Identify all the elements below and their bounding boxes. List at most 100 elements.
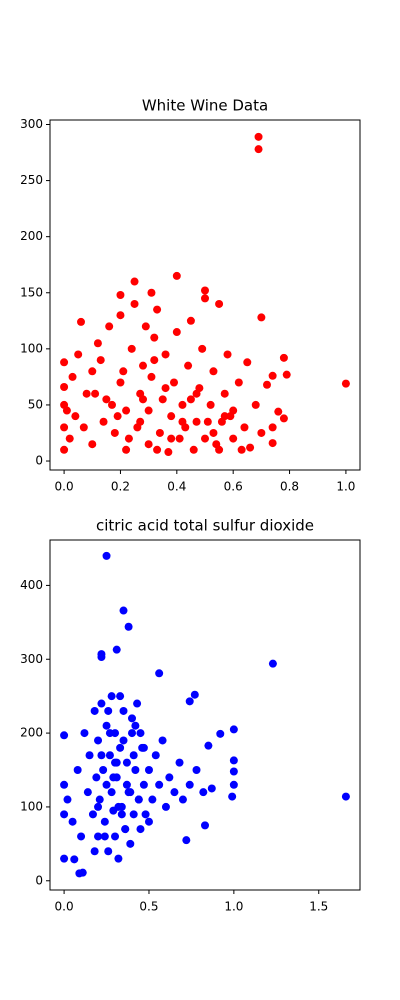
point xyxy=(124,434,133,443)
y-tick-label: 300 xyxy=(20,117,43,131)
x-tick-label: 0.0 xyxy=(55,480,74,494)
plot-frame xyxy=(49,119,361,471)
point xyxy=(99,417,108,426)
point xyxy=(178,400,187,409)
point xyxy=(102,780,111,789)
chart-title: White Wine Data xyxy=(142,97,268,115)
point xyxy=(127,344,136,353)
point xyxy=(172,328,181,337)
y-tick-label: 250 xyxy=(20,173,43,187)
point xyxy=(155,669,164,678)
point xyxy=(223,350,232,359)
point xyxy=(155,428,164,437)
point xyxy=(74,350,83,359)
point xyxy=(105,322,114,331)
point xyxy=(201,434,209,443)
point xyxy=(97,751,106,760)
point xyxy=(234,378,243,387)
point xyxy=(158,395,167,404)
point xyxy=(85,751,94,760)
x-tick-label: 0.0 xyxy=(55,900,74,914)
point xyxy=(73,766,82,775)
point xyxy=(80,729,89,738)
point xyxy=(108,400,116,409)
point xyxy=(229,780,238,789)
point xyxy=(151,751,160,760)
point xyxy=(90,847,99,856)
point xyxy=(144,406,153,415)
point xyxy=(282,370,291,379)
point xyxy=(102,551,111,560)
point xyxy=(99,766,108,775)
point xyxy=(60,423,69,432)
point xyxy=(88,440,97,449)
point xyxy=(102,721,111,730)
point xyxy=(94,802,103,811)
point xyxy=(88,810,97,819)
point xyxy=(97,653,106,662)
point xyxy=(131,721,140,730)
point xyxy=(178,417,187,426)
point xyxy=(124,622,133,631)
x-tick-label: 1.0 xyxy=(336,480,355,494)
point xyxy=(114,802,123,811)
point xyxy=(257,428,266,437)
point xyxy=(60,780,69,789)
point xyxy=(83,788,92,797)
point xyxy=(127,714,136,723)
point xyxy=(136,825,145,834)
point xyxy=(102,395,111,404)
point xyxy=(161,802,170,811)
point xyxy=(95,795,104,804)
point xyxy=(141,810,150,819)
point xyxy=(70,855,79,864)
point xyxy=(88,367,97,376)
point xyxy=(189,445,198,454)
point xyxy=(60,358,69,367)
point xyxy=(136,729,145,738)
point xyxy=(60,810,69,819)
y-tick-label: 150 xyxy=(20,285,43,299)
point xyxy=(116,378,125,387)
point xyxy=(268,439,277,448)
point xyxy=(153,305,162,314)
plot-frame xyxy=(49,539,361,891)
y-tick-label: 100 xyxy=(20,799,43,813)
point xyxy=(77,832,86,841)
point xyxy=(268,371,277,380)
point xyxy=(130,277,139,286)
point xyxy=(184,361,193,370)
point xyxy=(192,417,201,426)
point xyxy=(96,356,105,365)
point xyxy=(121,825,130,834)
point xyxy=(136,417,145,426)
point xyxy=(122,758,131,767)
point xyxy=(341,379,350,388)
point xyxy=(110,428,119,437)
point xyxy=(182,836,191,845)
point xyxy=(165,773,174,782)
point xyxy=(185,780,194,789)
point xyxy=(133,699,142,708)
y-tick-label: 0 xyxy=(35,454,43,468)
x-tick-label: 0.2 xyxy=(111,480,130,494)
point xyxy=(220,389,229,398)
y-tick-label: 200 xyxy=(20,229,43,243)
point xyxy=(198,344,207,353)
point xyxy=(201,286,209,295)
y-tick-label: 100 xyxy=(20,341,43,355)
point xyxy=(104,706,113,715)
point xyxy=(243,358,252,367)
point xyxy=(158,736,167,745)
point xyxy=(104,847,113,856)
point xyxy=(68,817,77,826)
point xyxy=(192,389,201,398)
point xyxy=(122,780,131,789)
point xyxy=(192,766,201,775)
point xyxy=(63,795,72,804)
point xyxy=(68,372,77,381)
point xyxy=(229,756,238,765)
point xyxy=(201,294,209,303)
point xyxy=(186,316,195,325)
point xyxy=(161,350,170,359)
